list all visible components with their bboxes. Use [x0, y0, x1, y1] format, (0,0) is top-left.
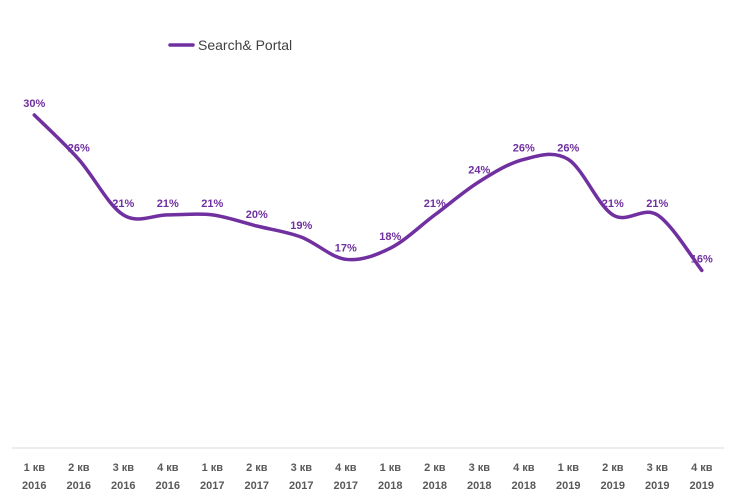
data-label: 16% — [691, 253, 713, 265]
x-tick-label: 4 кв 2016 — [156, 462, 180, 492]
series-line-search-portal — [32, 113, 704, 273]
data-label: 21% — [201, 198, 223, 210]
data-label: 17% — [335, 242, 357, 254]
x-tick-label: 3 кв 2017 — [289, 462, 313, 492]
data-labels: 30% 26% 21% 21% 21% 20% 19% 17% 18% 21% 24% 26% 26% 2… — [23, 98, 713, 265]
data-label: 26% — [68, 142, 90, 154]
data-label: 26% — [557, 142, 579, 154]
x-tick-label: 1 кв 2018 — [378, 462, 402, 492]
legend-label: Search& Portal — [198, 37, 292, 53]
data-label: 21% — [112, 198, 134, 210]
data-label: 30% — [23, 98, 45, 110]
x-tick-label: 2 кв 2018 — [423, 462, 447, 492]
x-tick-label: 2 кв 2016 — [67, 462, 91, 492]
x-tick-label: 3 кв 2016 — [111, 462, 135, 492]
data-label: 21% — [157, 198, 179, 210]
legend: Search& Portal — [168, 37, 292, 53]
x-tick-label: 3 кв 2019 — [645, 462, 669, 492]
x-tick-label: 1 кв 2017 — [200, 462, 224, 492]
data-label: 20% — [246, 209, 268, 221]
x-tick-label: 2 кв 2019 — [601, 462, 625, 492]
x-tick-label: 1 кв 2016 — [22, 462, 46, 492]
x-tick-label: 3 кв 2018 — [467, 462, 491, 492]
x-tick-label: 1 кв 2019 — [556, 462, 580, 492]
data-label: 26% — [513, 142, 535, 154]
data-label: 21% — [602, 198, 624, 210]
data-label: 18% — [379, 231, 401, 243]
x-tick-label: 4 кв 2018 — [512, 462, 536, 492]
data-label: 24% — [468, 165, 490, 177]
x-tick-label: 4 кв 2017 — [334, 462, 358, 492]
data-label: 21% — [424, 198, 446, 210]
data-label: 19% — [290, 220, 312, 232]
x-tick-label: 4 кв 2019 — [690, 462, 714, 492]
data-label: 21% — [646, 198, 668, 210]
x-tick-labels: 1 кв 2016 2 кв 2016 3 кв 2016 4 кв 2016 1 кв 2017… — [22, 462, 714, 492]
x-tick-label: 2 кв 2017 — [245, 462, 269, 492]
